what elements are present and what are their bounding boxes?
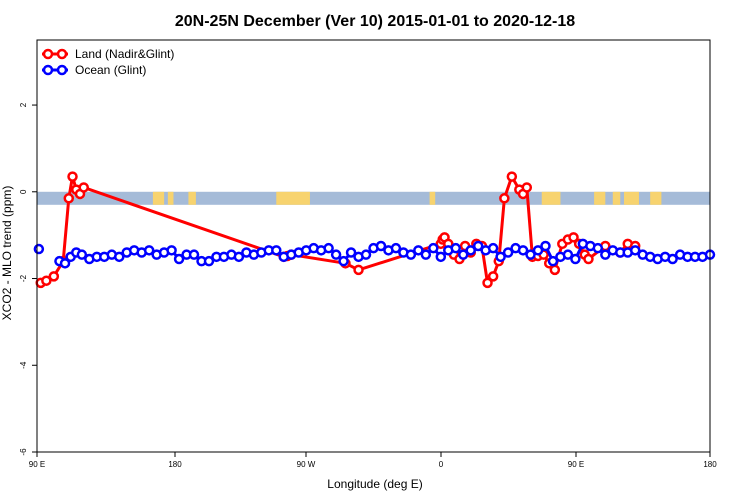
data-point [67,171,78,182]
data-point [450,242,462,254]
land-patch [650,191,662,205]
data-point [532,245,544,256]
data-point [166,245,177,256]
chart-title: 20N-25N December (Ver 10) 2015-01-01 to … [175,13,575,30]
plot-frame [36,39,711,453]
data-point [48,271,60,282]
ocean-band [37,191,710,205]
legend-marker [56,48,68,60]
legend-label: Ocean (Glint) [75,63,146,77]
x-tick-label: 180 [703,460,717,469]
data-point [78,182,89,193]
land-patch [276,191,310,205]
series-ocean [33,238,716,269]
y-tick-label: -4 [19,361,28,369]
series-land [35,171,641,289]
data-point [63,193,75,204]
series-layer [33,171,716,289]
land-patch [624,191,639,205]
data-point [271,245,282,256]
data-point [547,255,559,267]
land-patch [594,191,606,205]
data-point [413,245,424,256]
data-point [667,253,678,265]
y-tick-label: -6 [19,448,28,456]
data-point [465,245,476,256]
data-point [76,249,88,260]
data-point [360,249,372,260]
data-point [583,253,594,265]
data-point [428,242,439,254]
data-point [233,251,245,263]
data-point [517,245,529,256]
data-point [540,240,551,252]
x-tick-label: 90 E [568,460,584,469]
data-point [330,249,342,260]
data-point [506,171,518,182]
data-point [114,251,125,263]
data-point [143,245,155,256]
x-tick-label: 0 [439,460,444,469]
axes: 90 E 180 90 W 0 90 E 180 2 0 -2 -4 -6 [19,39,717,469]
data-point [353,264,364,276]
data-point [33,243,45,255]
data-point [390,242,402,254]
data-point [568,232,579,243]
y-tick-label: 2 [19,102,28,107]
data-point [472,240,484,252]
data-point [525,249,536,260]
land-patch [429,191,436,205]
data-point [549,264,561,276]
land-patch [541,191,561,205]
data-point [173,253,185,265]
x-tick-label: 90 W [297,460,316,469]
data-point [487,271,499,282]
legend: Land (Nadir&Glint) Ocean (Glint) [42,47,174,77]
x-tick-label: 90 E [29,460,45,469]
data-point [420,249,432,260]
data-point [592,242,604,254]
data-point [338,255,349,267]
data-point [345,247,357,258]
y-tick-label: 0 [19,189,28,194]
x-axis-label: Longitude (deg E) [327,477,422,491]
legend-marker [56,64,68,76]
legend-label: Land (Nadir&Glint) [75,47,174,61]
data-point [495,251,506,263]
y-tick-label: -2 [19,274,28,282]
data-point [323,242,334,254]
data-point [502,247,514,258]
data-point [499,193,510,204]
data-point [521,182,533,193]
land-mask-band [37,191,710,205]
land-patch [152,191,165,205]
data-point [457,249,469,260]
data-point [41,275,52,286]
data-point [487,242,499,254]
data-point [482,277,493,289]
data-point [570,253,581,265]
data-point [188,249,200,260]
legend-marker [42,64,54,76]
land-patch [612,191,621,205]
data-point [600,249,611,260]
x-tick-label: 180 [168,460,182,469]
data-point [629,245,641,256]
data-point [59,258,71,269]
data-point [405,249,417,260]
data-point [203,255,215,267]
land-patch [167,191,174,205]
y-axis-label: XCO2 - MLO trend (ppm) [0,186,14,321]
land-patch [188,191,196,205]
data-point [435,251,447,263]
data-point [562,249,574,260]
legend-marker [42,48,54,60]
data-point [375,240,387,252]
